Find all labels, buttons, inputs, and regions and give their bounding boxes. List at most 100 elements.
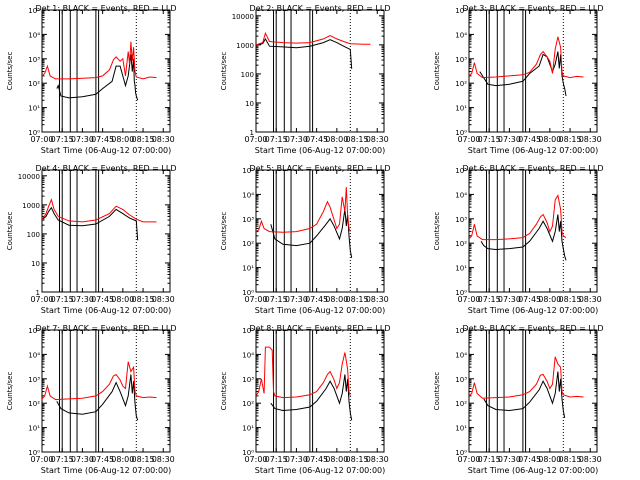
plot-frame [41,9,171,133]
events-series-line [480,214,567,261]
x-axis-label: Start Time (06-Aug-12 07:00:00) [468,146,599,155]
lld-series-line [469,356,584,399]
x-tick-label: 07:30 [71,295,94,304]
x-tick-label: 07:00 [457,295,480,304]
y-axis-label: Counts/sec [433,372,441,411]
x-tick-label: 07:45 [305,295,328,304]
y-tick-label: 10⁵ [455,167,467,175]
y-tick-label: 10⁰ [455,129,467,137]
y-tick-label: 10³ [28,56,40,64]
x-tick-label: 07:30 [71,135,94,144]
x-tick-label: 08:30 [579,455,602,464]
y-tick-label: 10² [455,400,467,408]
x-tick-label: 07:30 [498,135,521,144]
x-tick-label: 07:00 [30,135,53,144]
x-tick-label: 07:15 [265,295,288,304]
chart-title: Det 8: BLACK = Events, RED = LLD [250,324,391,333]
y-tick-label: 10⁰ [28,129,40,137]
x-axis-label: Start Time (06-Aug-12 07:00:00) [468,306,599,315]
lld-series-line [469,36,584,79]
x-tick-label: 07:45 [305,455,328,464]
y-tick-label: 10² [242,400,254,408]
y-tick-label: 10¹ [242,265,254,273]
y-tick-label: 10² [28,400,40,408]
y-axis-label: Counts/sec [433,52,441,91]
y-axis-label: Counts/sec [220,212,228,251]
x-tick-label: 08:15 [346,455,369,464]
chart-title: Det 3: BLACK = Events, RED = LLD [463,4,604,13]
x-tick-label: 08:15 [346,295,369,304]
y-tick-label: 10⁴ [28,31,40,39]
events-series-line [270,374,353,421]
y-tick-label: 10³ [455,376,467,384]
y-tick-label: 10¹ [455,265,467,273]
y-tick-label: 1000 [236,42,254,50]
x-tick-label: 07:30 [285,455,308,464]
x-tick-label: 08:00 [325,455,348,464]
x-tick-label: 07:15 [265,455,288,464]
x-tick-label: 07:30 [71,455,94,464]
y-tick-label: 10⁵ [455,7,467,15]
x-tick-label: 08:30 [152,455,175,464]
x-tick-label: 07:30 [498,455,521,464]
x-tick-label: 08:15 [559,295,582,304]
chart-title: Det 9: BLACK = Events, RED = LLD [463,324,604,333]
y-tick-label: 100 [241,71,254,79]
y-tick-label: 10⁵ [455,327,467,335]
x-tick-label: 08:30 [366,455,389,464]
y-tick-label: 10³ [242,376,254,384]
x-tick-label: 07:00 [30,455,53,464]
y-tick-label: 10¹ [28,105,40,113]
x-tick-label: 08:30 [579,135,602,144]
x-axis-label: Start Time (06-Aug-12 07:00:00) [41,466,172,475]
x-tick-label: 07:15 [51,455,74,464]
lld-series-line [256,346,351,399]
lld-series-line [256,31,371,46]
y-axis-label: Counts/sec [220,52,228,91]
x-tick-label: 08:15 [559,455,582,464]
y-tick-label: 10⁰ [242,449,254,457]
events-series-line [56,374,139,421]
y-tick-label: 10⁴ [455,191,467,199]
x-axis-label: Start Time (06-Aug-12 07:00:00) [255,146,386,155]
x-tick-label: 07:45 [518,135,541,144]
events-series-line [270,209,353,258]
y-axis-label: Counts/sec [6,212,14,251]
lld-series-line [42,361,157,401]
events-series-line [56,54,139,101]
y-tick-label: 10¹ [455,425,467,433]
chart-title: Det 4: BLACK = Events, RED = LLD [36,164,177,173]
plot-frame [255,329,385,453]
x-tick-label: 08:00 [111,135,134,144]
x-tick-label: 07:15 [478,295,501,304]
y-tick-label: 10000 [232,13,254,21]
y-tick-label: 10000 [18,173,40,181]
x-tick-label: 07:15 [478,455,501,464]
y-axis-label: Counts/sec [433,212,441,251]
y-tick-label: 1000 [22,202,40,210]
x-tick-label: 08:30 [366,135,389,144]
x-tick-label: 08:15 [132,455,155,464]
plot-frame [468,329,598,453]
x-tick-label: 07:30 [498,295,521,304]
chart-title: Det 7: BLACK = Events, RED = LLD [36,324,177,333]
x-tick-label: 08:00 [325,295,348,304]
x-tick-label: 07:00 [457,135,480,144]
chart-title: Det 2: BLACK = Events, RED = LLD [250,4,391,13]
y-tick-label: 10¹ [28,425,40,433]
x-tick-label: 08:30 [152,135,175,144]
x-tick-label: 08:00 [111,295,134,304]
x-tick-label: 07:00 [244,295,267,304]
chart-title: Det 6: BLACK = Events, RED = LLD [463,164,604,173]
events-series-line [483,371,566,418]
x-tick-label: 07:30 [285,295,308,304]
y-tick-label: 10² [242,240,254,248]
y-tick-label: 10⁵ [28,7,40,15]
x-tick-label: 07:00 [30,295,53,304]
x-tick-label: 07:45 [91,295,114,304]
y-tick-label: 10² [28,80,40,88]
